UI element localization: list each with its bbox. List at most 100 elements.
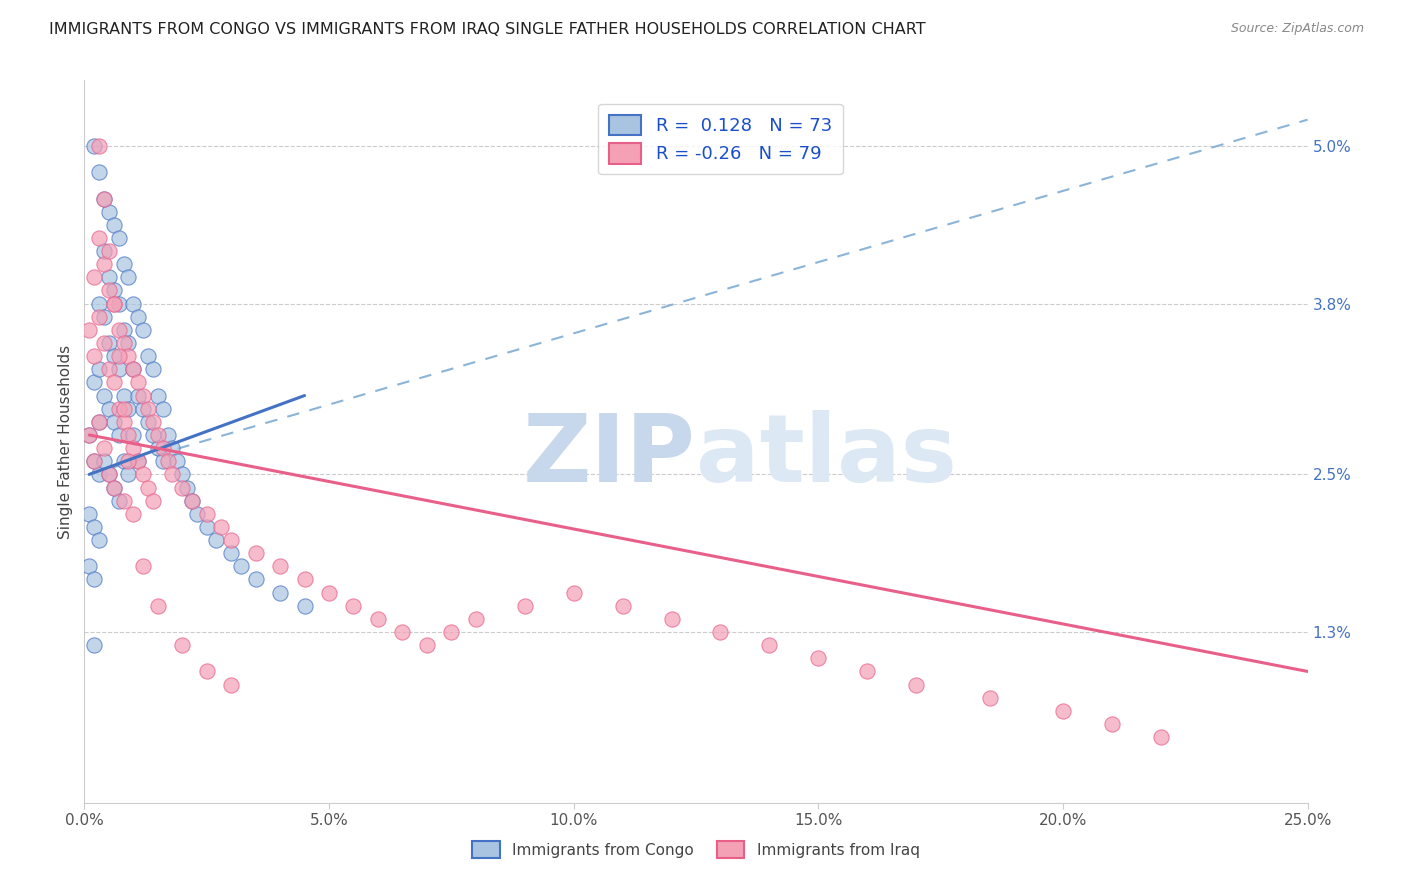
Point — [229, 559, 252, 574]
Point — [152, 454, 174, 468]
Point — [107, 428, 129, 442]
Point — [127, 388, 149, 402]
Point — [93, 441, 115, 455]
Y-axis label: Single Father Households: Single Father Households — [58, 344, 73, 539]
Point — [83, 270, 105, 285]
Point — [1101, 717, 1123, 731]
Point — [562, 585, 585, 599]
Point — [83, 454, 105, 468]
Point — [107, 323, 129, 337]
Point — [93, 244, 115, 258]
Point — [136, 415, 159, 429]
Point — [107, 362, 129, 376]
Point — [245, 573, 267, 587]
Point — [117, 467, 139, 482]
Point — [142, 493, 165, 508]
Point — [172, 467, 194, 482]
Point — [83, 349, 105, 363]
Point — [77, 507, 100, 521]
Point — [97, 244, 120, 258]
Point — [269, 559, 291, 574]
Point — [112, 388, 135, 402]
Point — [440, 625, 463, 640]
Point — [758, 638, 780, 652]
Point — [103, 481, 125, 495]
Point — [186, 507, 208, 521]
Point — [146, 388, 169, 402]
Point — [122, 441, 145, 455]
Point — [77, 323, 100, 337]
Point — [172, 638, 194, 652]
Point — [87, 467, 110, 482]
Point — [97, 270, 120, 285]
Point — [979, 690, 1001, 705]
Point — [181, 493, 204, 508]
Point — [97, 284, 120, 298]
Point — [83, 376, 105, 390]
Point — [142, 428, 165, 442]
Point — [195, 665, 218, 679]
Point — [172, 481, 194, 495]
Point — [342, 599, 364, 613]
Point — [87, 296, 110, 310]
Point — [103, 296, 125, 310]
Point — [122, 296, 145, 310]
Point — [905, 677, 928, 691]
Point — [107, 493, 129, 508]
Point — [132, 401, 155, 416]
Point — [127, 454, 149, 468]
Point — [112, 401, 135, 416]
Point — [245, 546, 267, 560]
Point — [117, 336, 139, 351]
Text: IMMIGRANTS FROM CONGO VS IMMIGRANTS FROM IRAQ SINGLE FATHER HOUSEHOLDS CORRELATI: IMMIGRANTS FROM CONGO VS IMMIGRANTS FROM… — [49, 22, 925, 37]
Point — [103, 415, 125, 429]
Point — [156, 454, 179, 468]
Point — [195, 520, 218, 534]
Point — [269, 585, 291, 599]
Point — [146, 428, 169, 442]
Point — [117, 401, 139, 416]
Point — [103, 481, 125, 495]
Point — [83, 454, 105, 468]
Point — [93, 388, 115, 402]
Point — [93, 192, 115, 206]
Point — [142, 415, 165, 429]
Point — [416, 638, 439, 652]
Point — [107, 296, 129, 310]
Point — [709, 625, 731, 640]
Point — [132, 467, 155, 482]
Text: Source: ZipAtlas.com: Source: ZipAtlas.com — [1230, 22, 1364, 36]
Point — [294, 573, 316, 587]
Point — [661, 612, 683, 626]
Point — [122, 507, 145, 521]
Point — [391, 625, 413, 640]
Point — [93, 336, 115, 351]
Point — [464, 612, 486, 626]
Point — [83, 520, 105, 534]
Point — [181, 493, 204, 508]
Point — [77, 428, 100, 442]
Point — [87, 310, 110, 324]
Point — [87, 139, 110, 153]
Point — [83, 573, 105, 587]
Legend: Immigrants from Congo, Immigrants from Iraq: Immigrants from Congo, Immigrants from I… — [463, 831, 929, 867]
Point — [112, 415, 135, 429]
Point — [195, 507, 218, 521]
Point — [127, 376, 149, 390]
Point — [122, 362, 145, 376]
Point — [219, 677, 242, 691]
Point — [117, 349, 139, 363]
Point — [103, 284, 125, 298]
Point — [93, 310, 115, 324]
Point — [97, 362, 120, 376]
Point — [97, 467, 120, 482]
Point — [136, 401, 159, 416]
Point — [87, 231, 110, 245]
Point — [77, 559, 100, 574]
Point — [166, 454, 188, 468]
Point — [77, 428, 100, 442]
Point — [83, 139, 105, 153]
Point — [807, 651, 830, 665]
Point — [87, 533, 110, 547]
Point — [132, 388, 155, 402]
